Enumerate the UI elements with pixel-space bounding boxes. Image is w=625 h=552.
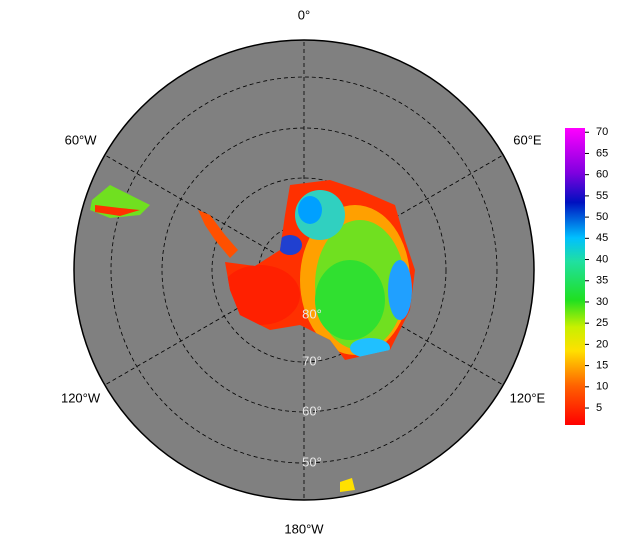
colorbar-tick-label: 35 (596, 275, 608, 287)
colorbar-tick-label: 15 (596, 360, 608, 372)
colorbar-tick-label: 60 (596, 169, 608, 181)
colorbar-tick-label: 45 (596, 232, 608, 244)
labels: 80° 70° 60° 50° 0° 60°E 120°E 180°W 120°W 60°W 5 10… (61, 7, 608, 536)
colorbar-tick-label: 30 (596, 296, 608, 308)
colorbar-tick-label: 65 (596, 147, 608, 159)
latitude-label: 50° (302, 454, 322, 469)
longitude-label: 60°E (513, 132, 542, 147)
longitude-label: 0° (298, 7, 310, 22)
longitude-label: 60°W (65, 132, 98, 147)
longitude-label: 180°W (284, 521, 324, 536)
colorbar-tick-label: 10 (596, 381, 608, 393)
longitude-label: 120°W (61, 390, 101, 405)
colorbar (565, 128, 585, 425)
colorbar-tick-label: 20 (596, 338, 608, 350)
longitude-label: 120°E (510, 390, 546, 405)
latitude-label: 80° (302, 306, 322, 321)
colorbar-tick-label: 70 (596, 126, 608, 138)
latitude-label: 70° (302, 353, 322, 368)
colorbar-tick-label: 40 (596, 253, 608, 265)
colorbar-tick-label: 25 (596, 317, 608, 329)
latitude-label: 60° (302, 403, 322, 418)
meridian (104, 154, 305, 271)
colorbar-tick-label: 55 (596, 190, 608, 202)
colorbar-tick-label: 50 (596, 211, 608, 223)
colorbar-tick-label: 5 (596, 402, 602, 414)
